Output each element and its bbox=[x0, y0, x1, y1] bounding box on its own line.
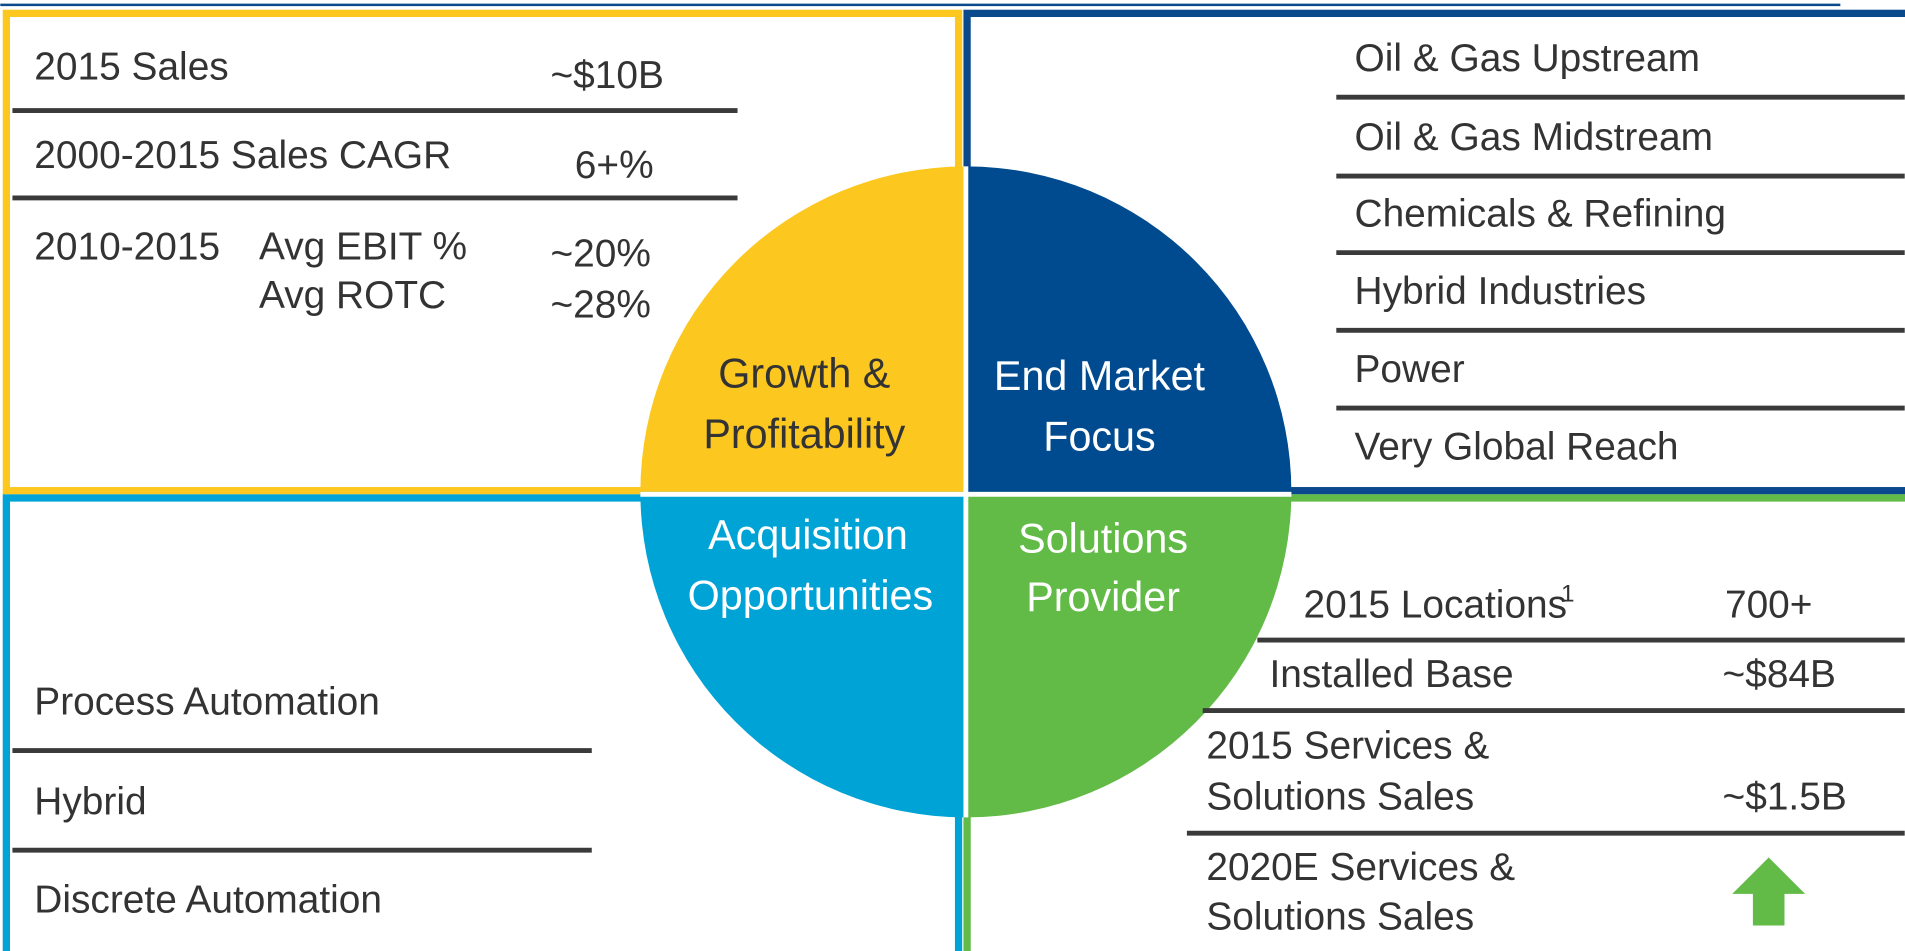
row-label: Solutions Sales bbox=[1206, 896, 1474, 939]
row-label: 2010-2015 bbox=[34, 225, 220, 268]
list-item: Very Global Reach bbox=[1355, 426, 1679, 469]
quadrant-title: Provider bbox=[1026, 574, 1180, 620]
row-value: ~$84B bbox=[1723, 653, 1836, 696]
quadrant-title: Opportunities bbox=[688, 573, 934, 619]
row-label: 2000-2015 Sales CAGR bbox=[34, 134, 451, 177]
quadrant-title: Profitability bbox=[703, 411, 905, 457]
circle-solutions bbox=[965, 491, 1292, 818]
quadrant-title: End Market bbox=[994, 353, 1206, 399]
quadrant-title: Acquisition bbox=[708, 512, 908, 558]
list-item: Hybrid Industries bbox=[1355, 270, 1647, 313]
metric-value: ~28% bbox=[550, 284, 650, 327]
list-item: Process Automation bbox=[34, 681, 380, 724]
list-item: Oil & Gas Midstream bbox=[1355, 116, 1713, 159]
list-item: Discrete Automation bbox=[34, 879, 382, 922]
metric-value: ~20% bbox=[550, 233, 650, 276]
quadrant-title: Solutions bbox=[1018, 516, 1188, 562]
circle-growth bbox=[640, 166, 966, 492]
row-label: 2020E Services & bbox=[1206, 846, 1515, 889]
row-value: ~$10B bbox=[550, 54, 663, 97]
row-value: 700+ bbox=[1725, 584, 1813, 627]
list-item: Power bbox=[1355, 348, 1465, 391]
up-arrow bbox=[1732, 857, 1806, 926]
list-item: Hybrid bbox=[34, 780, 146, 823]
row-value: ~$1.5B bbox=[1723, 775, 1847, 818]
footnote: 1 bbox=[1561, 581, 1575, 608]
row-value: 6+% bbox=[575, 144, 654, 187]
metric-name: Avg EBIT % bbox=[259, 225, 467, 268]
row-label: Solutions Sales bbox=[1206, 775, 1474, 818]
list-item: Chemicals & Refining bbox=[1355, 192, 1726, 235]
quadrant-title: Growth & bbox=[718, 350, 890, 396]
list-item: Oil & Gas Upstream bbox=[1355, 37, 1701, 80]
quadrant-title: Focus bbox=[1043, 414, 1155, 460]
circle-market bbox=[965, 166, 1292, 492]
row-label: 2015 Locations bbox=[1304, 584, 1568, 627]
metric-name: Avg ROTC bbox=[259, 274, 446, 317]
row-label: Installed Base bbox=[1270, 653, 1514, 696]
row-label: 2015 Services & bbox=[1206, 724, 1489, 767]
circle-acquisition bbox=[640, 491, 966, 818]
row-label: 2015 Sales bbox=[34, 45, 228, 88]
